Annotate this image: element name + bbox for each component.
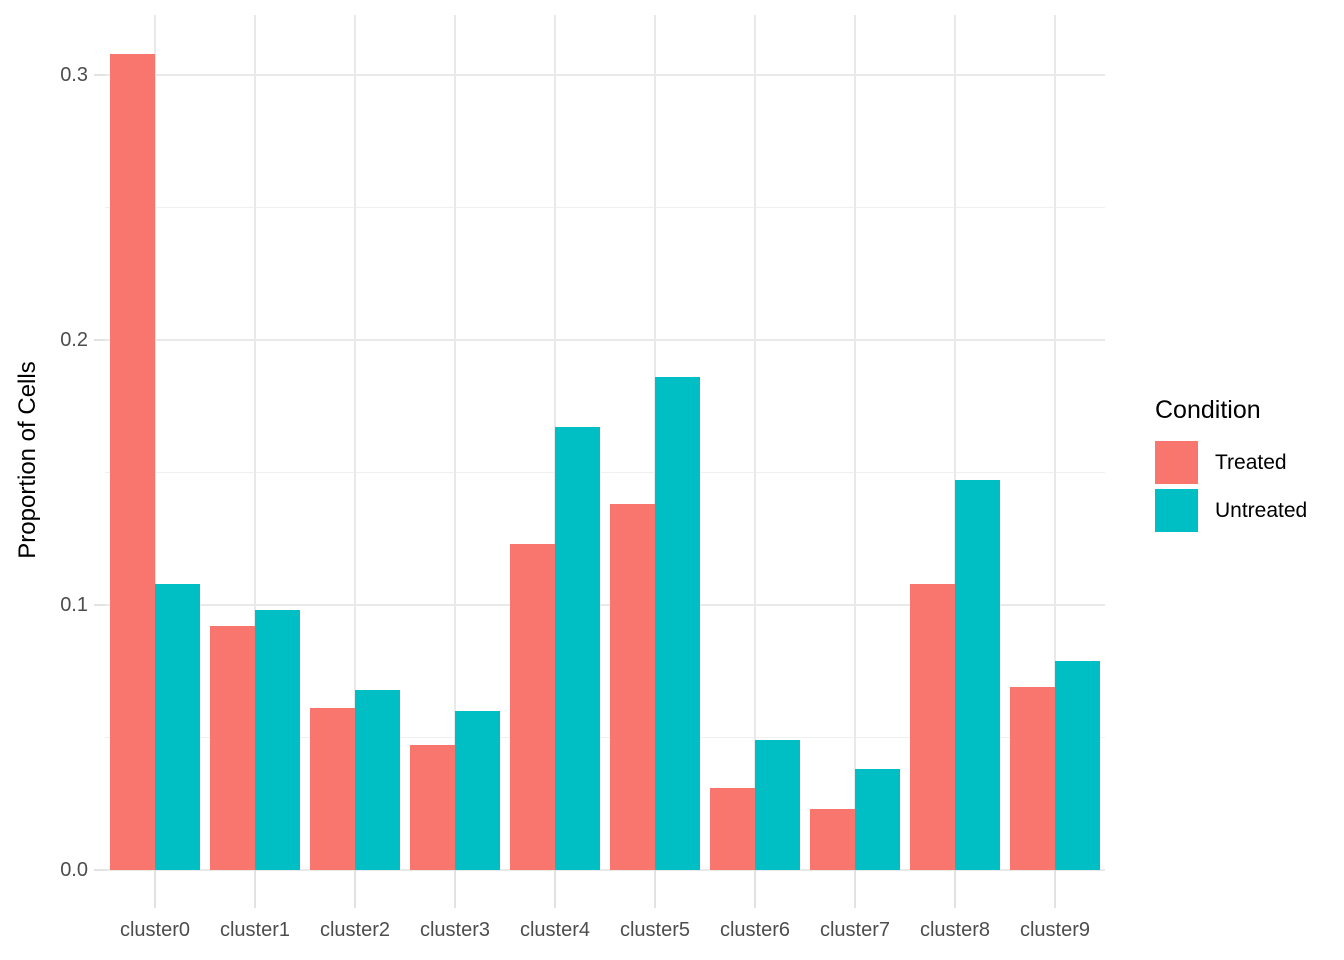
bar-cluster9-treated [1010,687,1055,870]
y-axis-tick [94,604,105,606]
bar-cluster3-treated [410,745,455,870]
x-axis-label: cluster8 [919,919,991,941]
x-axis-tick [754,870,756,908]
y-axis-tick-label: 0.2 [60,329,88,351]
x-axis-tick [254,870,256,908]
x-axis-tick [954,870,956,908]
y-axis-title: Proportion of Cells [14,361,41,559]
legend-entries: Treated Untreated [1155,441,1307,532]
bar-cluster6-treated [710,787,755,870]
legend: Condition Treated Untreated [1155,396,1307,537]
gridline-major-vertical [354,15,356,870]
gridline-major [105,604,1105,606]
x-axis-tick [854,870,856,908]
x-axis-label: cluster0 [119,919,191,941]
gridline-major-vertical [1054,15,1056,870]
gridline-major-vertical [754,15,756,870]
legend-swatch-untreated [1155,489,1198,532]
legend-title: Condition [1155,396,1261,424]
legend-swatch-treated [1155,441,1198,484]
x-axis-label: cluster7 [819,919,891,941]
x-axis-label: cluster6 [719,919,791,941]
gridline-major-vertical [154,15,156,870]
gridline-minor [105,472,1105,473]
gridline-major [105,869,1105,871]
bar-cluster7-treated [810,809,855,870]
bar-cluster4-untreated [555,427,600,870]
gridline-minor [105,737,1105,738]
bar-cluster2-treated [310,708,355,870]
x-axis-tick [354,870,356,908]
bar-cluster1-untreated [255,610,300,870]
bar-cluster4-treated [510,544,555,870]
x-axis-tick [554,870,556,908]
bar-cluster5-treated [610,504,655,870]
gridline-major-vertical [854,15,856,870]
x-axis-tick [454,870,456,908]
x-axis-tick [154,870,156,908]
bar-cluster2-untreated [355,689,400,870]
legend-label: Treated [1215,450,1287,474]
legend-entry-untreated: Untreated [1155,489,1307,532]
y-axis-tick-label: 0.3 [60,64,88,86]
y-axis-tick-label: 0.1 [60,594,88,616]
bar-cluster9-untreated [1055,660,1100,870]
gridline-major [105,74,1105,76]
bar-cluster1-treated [210,626,255,870]
legend-entry-treated: Treated [1155,441,1307,484]
bar-cluster8-untreated [955,480,1000,870]
bar-cluster8-treated [910,583,955,870]
bar-cluster3-untreated [455,711,500,870]
x-axis-label: cluster4 [519,919,591,941]
gridline-minor [105,207,1105,208]
bar-cluster0-treated [110,53,155,870]
x-axis-label: cluster2 [319,919,391,941]
y-axis-tick [94,869,105,871]
bar-cluster0-untreated [155,583,200,870]
y-axis-tick [94,339,105,341]
x-axis-label: cluster9 [1019,919,1091,941]
y-axis-tick-label: 0.0 [60,859,88,881]
y-axis-tick [94,74,105,76]
gridline-major-vertical [954,15,956,870]
bar-cluster7-untreated [855,769,900,870]
legend-label: Untreated [1215,498,1308,522]
gridline-major-vertical [454,15,456,870]
gridline-major [105,339,1105,341]
gridline-major-vertical [254,15,256,870]
bar-cluster6-untreated [755,740,800,870]
x-axis-label: cluster1 [219,919,291,941]
x-axis-label: cluster5 [619,919,691,941]
x-axis-label: cluster3 [419,919,491,941]
bar-cluster5-untreated [655,377,700,870]
x-axis-tick [654,870,656,908]
x-axis-tick [1054,870,1056,908]
